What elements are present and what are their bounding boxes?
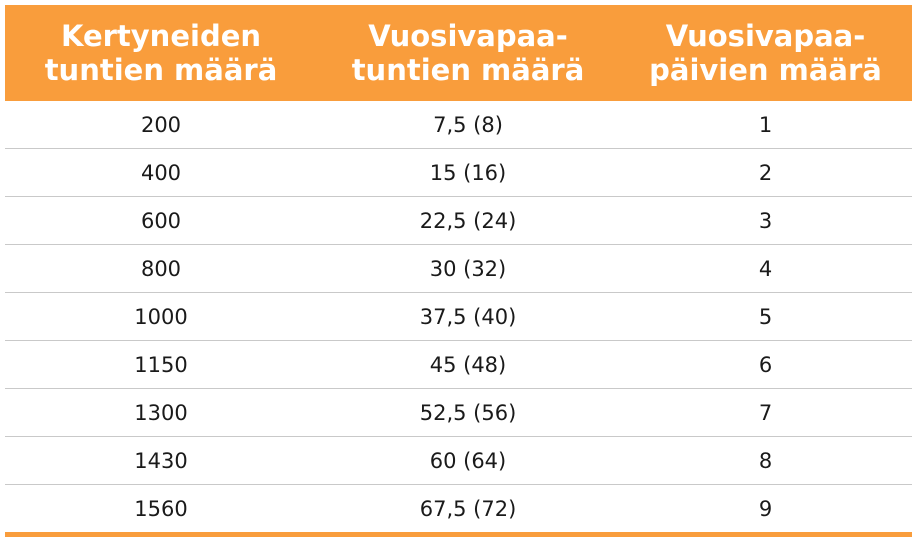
cell-vacation-days: 8 xyxy=(619,436,912,485)
cell-accrued-hours: 400 xyxy=(5,148,317,197)
table-row: 600 22,5 (24) 3 xyxy=(5,196,912,245)
table-row: 1300 52,5 (56) 7 xyxy=(5,388,912,437)
table-row: 200 7,5 (8) 1 xyxy=(5,101,912,149)
header-accrued-hours-line1: Kertyneiden xyxy=(60,19,262,53)
header-vacation-hours: Vuosivapaa- tuntien määrä xyxy=(317,5,619,101)
cell-accrued-hours: 1000 xyxy=(5,292,317,341)
table-row: 1560 67,5 (72) 9 xyxy=(5,485,912,533)
cell-vacation-hours: 15 (16) xyxy=(317,148,619,197)
vacation-accrual-table: Kertyneiden tuntien määrä Vuosivapaa- tu… xyxy=(5,5,912,532)
header-vacation-hours-line1: Vuosivapaa- xyxy=(368,19,568,53)
cell-vacation-hours: 52,5 (56) xyxy=(317,388,619,437)
header-vacation-days: Vuosivapaa- päivien määrä xyxy=(619,5,912,101)
header-vacation-hours-line2: tuntien määrä xyxy=(351,53,585,87)
header-vacation-days-line2: päivien määrä xyxy=(649,53,882,87)
table-row: 1000 37,5 (40) 5 xyxy=(5,292,912,341)
cell-vacation-hours: 22,5 (24) xyxy=(317,196,619,245)
table-bottom-rule xyxy=(5,532,912,537)
cell-vacation-hours: 30 (32) xyxy=(317,244,619,293)
cell-accrued-hours: 1300 xyxy=(5,388,317,437)
cell-vacation-hours: 67,5 (72) xyxy=(419,496,517,521)
cell-vacation-days: 3 xyxy=(619,196,912,245)
cell-vacation-days: 5 xyxy=(619,292,912,341)
cell-vacation-hours: 37,5 (40) xyxy=(317,292,619,341)
cell-vacation-hours: 45 (48) xyxy=(317,340,619,389)
cell-vacation-days: 7 xyxy=(619,388,912,437)
cell-vacation-days: 2 xyxy=(619,148,912,197)
header-vacation-days-line1: Vuosivapaa- xyxy=(665,19,866,53)
table-row: 800 30 (32) 4 xyxy=(5,244,912,293)
table-header: Kertyneiden tuntien määrä Vuosivapaa- tu… xyxy=(5,5,912,101)
cell-vacation-hours: 60 (64) xyxy=(317,436,619,485)
cell-accrued-hours: 800 xyxy=(5,244,317,293)
cell-vacation-hours: 7,5 (8) xyxy=(317,101,619,149)
cell-accrued-hours: 200 xyxy=(5,101,317,149)
cell-vacation-days: 6 xyxy=(619,340,912,389)
table-row: 1150 45 (48) 6 xyxy=(5,340,912,389)
cell-accrued-hours: 1560 xyxy=(134,496,188,521)
header-accrued-hours: Kertyneiden tuntien määrä xyxy=(5,5,317,101)
cell-accrued-hours: 1430 xyxy=(5,436,317,485)
vacation-table-container: Kertyneiden tuntien määrä Vuosivapaa- tu… xyxy=(5,5,912,537)
cell-vacation-days: 9 xyxy=(758,496,773,521)
table-body: 200 7,5 (8) 1 400 15 (16) 2 600 22,5 (24… xyxy=(5,101,912,532)
table-row: 400 15 (16) 2 xyxy=(5,148,912,197)
cell-accrued-hours: 600 xyxy=(5,196,317,245)
table-row: 1430 60 (64) 8 xyxy=(5,436,912,485)
cell-vacation-days: 4 xyxy=(619,244,912,293)
header-row: Kertyneiden tuntien määrä Vuosivapaa- tu… xyxy=(5,5,912,101)
header-accrued-hours-line2: tuntien määrä xyxy=(44,53,278,87)
cell-accrued-hours: 1150 xyxy=(5,340,317,389)
cell-vacation-days: 1 xyxy=(619,101,912,149)
